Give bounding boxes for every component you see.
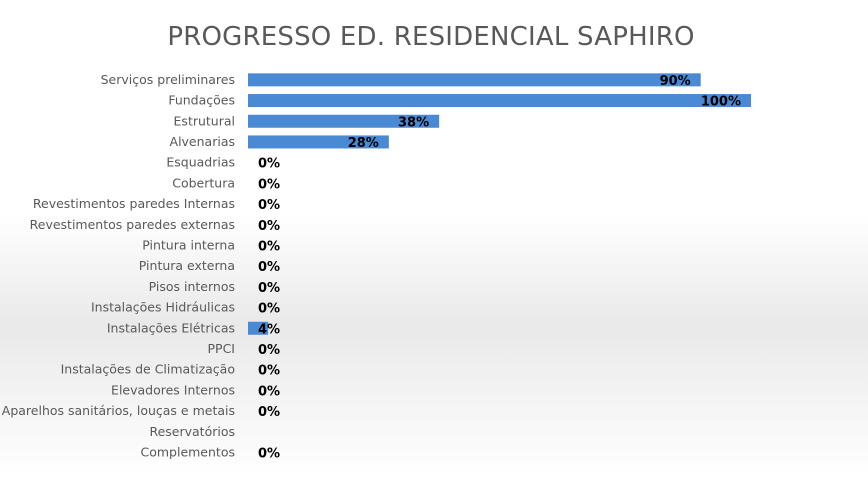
category-label: Pintura externa [139,258,235,273]
category-label: Revestimentos paredes Internas [33,196,235,211]
data-label: 0% [258,281,280,296]
bar [248,114,440,128]
bar [248,135,389,149]
bar [248,94,751,108]
category-label: Serviços preliminares [101,72,235,87]
data-label: 0% [258,157,280,172]
data-label: 0% [258,239,280,254]
category-label: Instalações de Climatização [61,362,235,377]
data-label: 100% [701,95,741,110]
category-label: Cobertura [172,175,235,190]
chart-title: PROGRESSO ED. RESIDENCIAL SAPHIRO [167,22,695,52]
data-label: 90% [660,74,691,89]
data-label: 28% [348,136,379,151]
category-label: Reservatórios [149,424,235,439]
data-label: 0% [258,219,280,234]
category-label: Fundações [168,93,235,108]
data-label: 0% [258,260,280,275]
data-label: 0% [258,384,280,399]
category-label: Estrutural [174,113,235,128]
category-label: Aparelhos sanitários, louças e metais [2,403,235,418]
category-label: Complementos [140,444,235,459]
bar [248,73,701,87]
data-label: 0% [258,405,280,420]
category-label: Pintura interna [142,237,235,252]
category-label: Pisos internos [149,279,235,294]
data-label: 4% [258,322,280,337]
data-label: 0% [258,302,280,317]
category-label: Esquadrias [166,155,235,170]
bar [248,321,269,335]
category-label: Revestimentos paredes externas [30,217,235,232]
data-label: 38% [398,115,429,130]
data-label: 0% [258,198,280,213]
data-label: 0% [258,364,280,379]
category-label: PPCI [208,341,236,356]
category-label: Alvenarias [170,134,235,149]
data-label: 0% [258,177,280,192]
category-label: Elevadores Internos [111,382,235,397]
data-label: 0% [258,446,280,461]
category-label: Instalações Elétricas [107,320,235,335]
data-label: 0% [258,343,280,358]
category-label: Instalações Hidráulicas [91,300,235,315]
